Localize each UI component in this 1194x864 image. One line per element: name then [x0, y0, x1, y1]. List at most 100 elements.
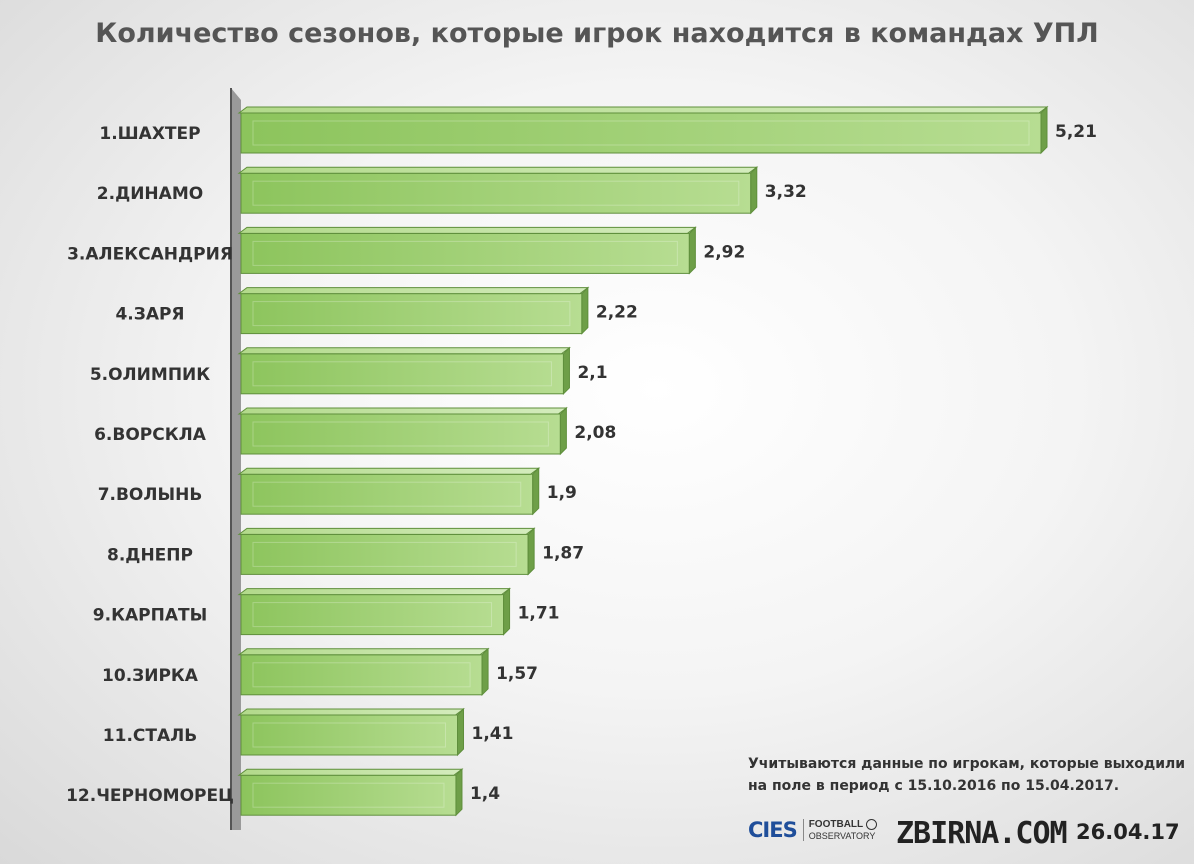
bar-side-face [688, 226, 696, 275]
bar-highlight [252, 541, 517, 567]
observatory-label: OBSERVATORY [808, 830, 876, 841]
bar-top-face [237, 407, 568, 415]
publish-date: 26.04.17 [1076, 820, 1180, 844]
bar-top-face [237, 287, 590, 295]
footnote: Учитываются данные по игрокам, которые в… [748, 753, 1188, 797]
bar-highlight [252, 120, 1030, 146]
bar-group: 6.ВОРСКЛА 2,08 [94, 406, 616, 456]
bar-group: 11.СТАЛЬ 1,41 [103, 707, 514, 757]
cies-logo: CIES FOOTBALL OBSERVATORY [748, 818, 878, 842]
value-label: 1,71 [518, 604, 560, 624]
bar-side-face [562, 346, 570, 396]
bar [240, 654, 483, 696]
bar [240, 293, 583, 335]
bar-side-face [581, 286, 589, 335]
bar-top-face [237, 106, 1049, 114]
bar-highlight [252, 602, 493, 628]
category-label: 3.АЛЕКСАНДРИЯ [67, 244, 233, 264]
bar [240, 112, 1042, 154]
bar-highlight [252, 180, 740, 206]
footnote-line-2: на поле в период с 15.10.2016 по 15.04.2… [748, 778, 1120, 794]
bar-group: 12.ЧЕРНОМОРЕЦ 1,4 [66, 767, 500, 817]
bar-side-face [1040, 105, 1048, 155]
bar-highlight [252, 481, 522, 507]
bar-highlight [252, 240, 678, 266]
footnote-line-1: Учитываются данные по игрокам, которые в… [748, 756, 1186, 772]
value-label: 1,87 [542, 543, 584, 563]
bar-top-face [237, 768, 464, 776]
bar-group: 7.ВОЛЫНЬ 1,9 [98, 466, 577, 516]
bar-side-face [457, 707, 465, 757]
value-label: 5,21 [1055, 122, 1097, 142]
bar-side-face [503, 587, 511, 636]
bar-side-face [481, 647, 489, 697]
bar-group: 9.КАРПАТЫ 1,71 [93, 587, 560, 636]
bar-top-face [237, 467, 541, 475]
bar [240, 594, 505, 636]
category-label: 10.ЗИРКА [102, 666, 199, 686]
bar-top-face [237, 166, 759, 174]
bar [240, 232, 690, 274]
category-label: 11.СТАЛЬ [103, 726, 197, 746]
bar-highlight [252, 421, 549, 447]
bar-group: 2.ДИНАМО 3,32 [97, 165, 807, 215]
value-label: 1,9 [547, 483, 577, 503]
value-label: 2,08 [574, 423, 616, 443]
football-icon [866, 819, 878, 831]
bar-highlight [252, 301, 571, 327]
value-label: 2,22 [596, 303, 638, 323]
category-label: 5.ОЛИМПИК [90, 365, 210, 385]
bar-group: 1.ШАХТЕР 5,21 [99, 105, 1097, 155]
bar [240, 172, 752, 214]
category-label: 4.ЗАРЯ [115, 305, 184, 325]
bar [240, 774, 457, 816]
football-label: FOOTBALL [808, 819, 864, 831]
bar-side-face [455, 767, 463, 817]
bar-highlight [252, 722, 447, 748]
bar-highlight [252, 361, 552, 387]
value-label: 2,92 [703, 242, 745, 262]
category-label: 1.ШАХТЕР [99, 124, 200, 144]
category-label: 6.ВОРСКЛА [94, 425, 207, 445]
value-label: 3,32 [765, 182, 807, 202]
axis-wall-face [231, 88, 241, 830]
site-logo: ZBIRNA.COM [896, 816, 1068, 851]
footer: CIES FOOTBALL OBSERVATORY ZBIRNA.COM 26.… [748, 816, 1188, 856]
bar-top-face [237, 648, 490, 656]
bar-top-face [237, 226, 697, 234]
bar-highlight [252, 782, 445, 808]
bar-top-face [237, 588, 512, 596]
axis-wall [230, 88, 241, 830]
bar-group: 4.ЗАРЯ 2,22 [115, 286, 638, 335]
bar-top-face [237, 347, 571, 355]
bar-side-face [527, 527, 535, 576]
value-label: 1,4 [470, 784, 500, 804]
value-label: 1,57 [496, 664, 538, 684]
bar [240, 714, 459, 756]
bar [240, 533, 529, 575]
category-label: 8.ДНЕПР [107, 545, 193, 565]
bar [240, 473, 534, 515]
bar-side-face [559, 406, 567, 456]
bar-side-face [532, 466, 540, 516]
football-observatory-logo: FOOTBALL OBSERVATORY [802, 819, 878, 841]
bar-group: 8.ДНЕПР 1,87 [107, 527, 584, 576]
bar-group: 10.ЗИРКА 1,57 [102, 647, 538, 697]
value-label: 2,1 [577, 363, 607, 383]
chart-title: Количество сезонов, которые игрок находи… [95, 18, 1099, 49]
bar [240, 413, 561, 455]
bar-top-face [237, 527, 536, 535]
category-label: 2.ДИНАМО [97, 184, 203, 204]
category-label: 12.ЧЕРНОМОРЕЦ [66, 786, 234, 806]
value-label: 1,41 [472, 724, 514, 744]
cies-logo-text: CIES [748, 818, 798, 842]
bar-group: 3.АЛЕКСАНДРИЯ 2,92 [67, 226, 745, 275]
bar-highlight [252, 662, 471, 688]
category-label: 9.КАРПАТЫ [93, 606, 207, 626]
bar [240, 353, 564, 395]
bar-group: 5.ОЛИМПИК 2,1 [90, 346, 608, 396]
bar-top-face [237, 708, 466, 716]
bar-side-face [750, 165, 758, 215]
category-label: 7.ВОЛЫНЬ [98, 485, 203, 505]
